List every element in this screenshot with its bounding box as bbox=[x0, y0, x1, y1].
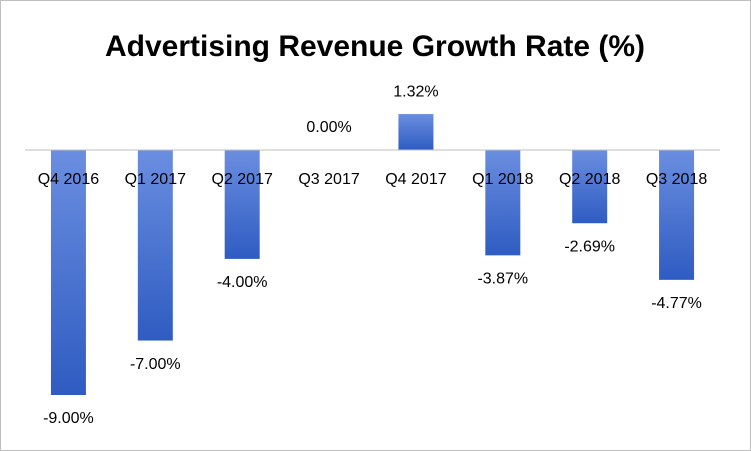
value-label: -3.87% bbox=[477, 271, 528, 288]
x-tick-label: Q4 2016 bbox=[38, 171, 99, 188]
bar bbox=[137, 150, 173, 341]
bar bbox=[398, 114, 434, 150]
value-label: -4.00% bbox=[217, 274, 268, 291]
x-tick-label: Q1 2017 bbox=[125, 171, 186, 188]
bar bbox=[572, 150, 608, 224]
x-tick-label: Q3 2017 bbox=[298, 171, 359, 188]
bar bbox=[485, 150, 521, 256]
x-tick-label: Q2 2018 bbox=[559, 171, 620, 188]
x-tick-label: Q1 2018 bbox=[472, 171, 533, 188]
x-tick-label: Q3 2018 bbox=[646, 171, 707, 188]
value-label: -2.69% bbox=[564, 238, 615, 255]
value-label: -4.77% bbox=[651, 295, 702, 312]
bar bbox=[50, 150, 86, 395]
value-label: -7.00% bbox=[130, 356, 181, 373]
x-tick-label: Q2 2017 bbox=[211, 171, 272, 188]
bar bbox=[224, 150, 260, 259]
value-label: -9.00% bbox=[43, 410, 94, 427]
bar bbox=[659, 150, 695, 280]
value-label: 1.32% bbox=[393, 83, 438, 100]
chart-title: Advertising Revenue Growth Rate (%) bbox=[105, 30, 645, 63]
value-label: 0.00% bbox=[306, 119, 351, 136]
x-tick-label: Q4 2017 bbox=[385, 171, 446, 188]
